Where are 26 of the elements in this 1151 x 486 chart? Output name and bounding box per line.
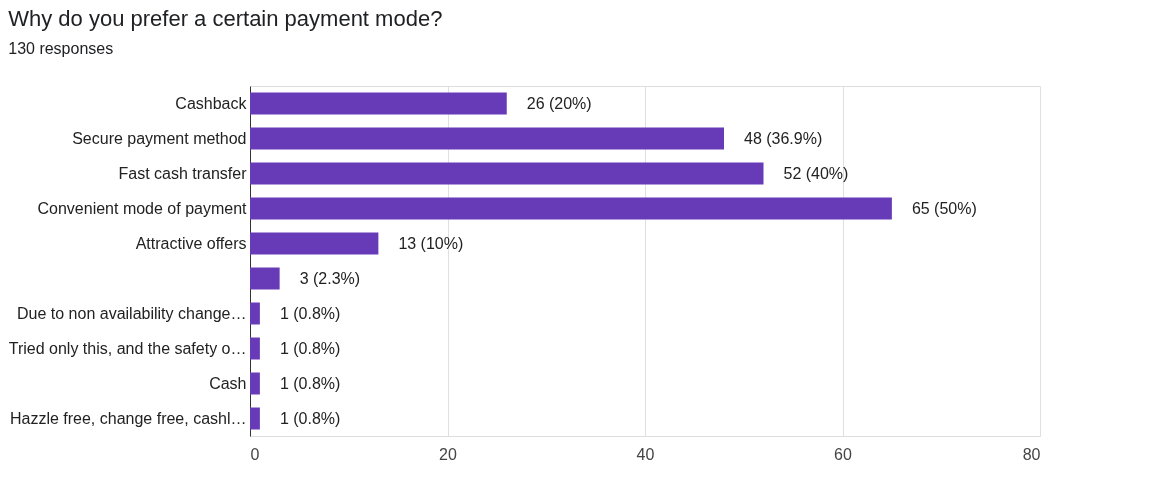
data-label: 48 (36.9%): [744, 129, 823, 147]
x-tick-label: 60: [834, 445, 852, 463]
x-tick-label: 40: [636, 445, 655, 463]
data-label: 1 (0.8%): [279, 374, 341, 392]
y-tick-label: Convenient mode of payment: [37, 199, 248, 217]
text: 130 responses: [8, 40, 114, 57]
data-label: 3 (2.3%): [299, 269, 361, 287]
y-tick-label: Tried only this, and the safety o…: [8, 339, 247, 357]
data-label: 1 (0.8%): [279, 304, 341, 322]
x-tick-label: 80: [1022, 445, 1041, 463]
chart-title: Why do you prefer a certain payment mode?: [8, 6, 443, 31]
x-tick-label: 20: [439, 445, 457, 463]
data-label: 1 (0.8%): [279, 409, 341, 427]
y-tick-label: Cash: [209, 374, 247, 392]
y-tick-label: Hazzle free, change free, cashl…: [9, 409, 247, 427]
y-tick-label: Attractive offers: [135, 234, 247, 252]
data-label: 65 (50%): [911, 199, 977, 217]
data-label: 52 (40%): [783, 164, 849, 182]
data-label: 26 (20%): [526, 94, 592, 112]
x-tick-label: 0: [250, 445, 260, 463]
y-tick-label: Due to non availability change…: [17, 304, 247, 322]
y-tick-label: Cashback: [175, 94, 248, 112]
data-label: 1 (0.8%): [279, 339, 341, 357]
y-tick-label: Fast cash transfer: [118, 164, 248, 182]
y-tick-label: Secure payment method: [72, 129, 247, 147]
data-label: 13 (10%): [398, 234, 464, 252]
